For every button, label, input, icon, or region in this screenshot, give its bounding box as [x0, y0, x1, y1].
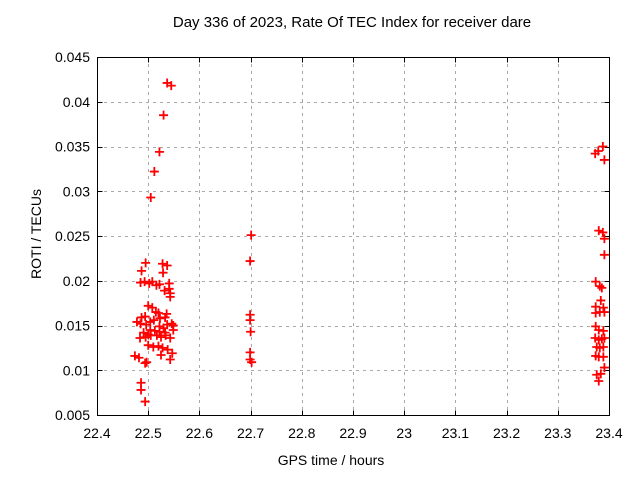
- data-point-marker: [146, 193, 156, 203]
- x-tick-label: 22.9: [339, 425, 366, 441]
- data-point-marker: [595, 343, 605, 353]
- data-point-marker: [158, 268, 168, 278]
- data-point-marker: [245, 315, 255, 325]
- data-point-marker: [247, 357, 257, 367]
- x-tick-label: 22.8: [288, 425, 315, 441]
- x-tick-label: 23.3: [544, 425, 571, 441]
- data-point-marker: [599, 234, 609, 244]
- data-point-marker: [148, 342, 158, 352]
- data-point-marker: [134, 353, 144, 363]
- data-point-marker: [140, 358, 150, 368]
- data-point-marker: [153, 308, 163, 318]
- x-tick-label: 22.4: [83, 425, 110, 441]
- x-tick-label: 22.6: [186, 425, 213, 441]
- data-point-marker: [165, 333, 175, 343]
- data-point-marker: [599, 250, 609, 260]
- data-point-marker: [149, 167, 159, 177]
- data-point-marker: [152, 330, 162, 340]
- data-point-marker: [130, 351, 140, 361]
- y-tick-label: 0.045: [55, 49, 90, 65]
- data-point-marker: [143, 340, 153, 350]
- data-point-marker: [591, 277, 601, 287]
- data-point-marker: [143, 301, 153, 311]
- data-point-marker: [156, 332, 166, 342]
- data-point-marker: [245, 256, 255, 266]
- y-tick-label: 0.035: [55, 139, 90, 155]
- data-point-marker: [599, 363, 609, 373]
- data-point-marker: [592, 370, 602, 380]
- data-point-marker: [594, 335, 604, 345]
- x-tick-label: 22.5: [135, 425, 162, 441]
- y-tick-label: 0.025: [55, 228, 90, 244]
- data-point-marker: [168, 325, 178, 335]
- data-point-marker: [164, 284, 174, 294]
- y-tick-label: 0.005: [55, 407, 90, 423]
- data-point-marker: [598, 352, 608, 362]
- data-point-marker: [135, 333, 145, 343]
- data-point-marker: [594, 226, 604, 236]
- data-point-marker: [166, 81, 176, 91]
- data-point-marker: [162, 261, 172, 271]
- data-point-marker: [140, 397, 150, 407]
- y-tick-label: 0.04: [63, 94, 90, 110]
- data-point-marker: [595, 281, 605, 291]
- data-point-marker: [161, 330, 171, 340]
- data-point-marker: [158, 259, 168, 269]
- data-point-marker: [144, 278, 154, 288]
- x-axis-label: GPS time / hours: [277, 452, 385, 468]
- x-tick-label: 22.7: [237, 425, 264, 441]
- data-point-marker: [598, 227, 608, 237]
- chart-title: Day 336 of 2023, Rate Of TEC Index for r…: [172, 14, 532, 31]
- data-point-marker: [136, 278, 146, 288]
- data-point-marker: [599, 307, 609, 317]
- data-point-marker: [163, 345, 173, 355]
- data-point-marker: [246, 230, 256, 240]
- data-point-marker: [599, 155, 609, 165]
- data-point-marker: [141, 258, 151, 268]
- x-tick-label: 23.2: [493, 425, 520, 441]
- data-point-marker: [165, 355, 175, 365]
- data-point-marker: [159, 110, 169, 120]
- y-axis-label: ROTI / TECUs: [28, 189, 44, 279]
- data-point-marker: [160, 286, 170, 296]
- data-point-marker: [598, 326, 608, 336]
- data-point-marker: [137, 312, 147, 322]
- data-point-marker: [591, 308, 601, 318]
- data-point-marker: [155, 313, 165, 323]
- data-point-marker: [167, 348, 177, 358]
- data-point-marker: [151, 280, 161, 290]
- data-point-marker: [139, 328, 149, 338]
- y-tick-label: 0.01: [63, 362, 90, 378]
- data-point-marker: [594, 376, 604, 386]
- data-point-marker: [141, 320, 151, 330]
- data-point-marker: [590, 149, 600, 159]
- data-point-marker: [246, 327, 256, 337]
- data-point-marker: [597, 283, 607, 293]
- data-point-marker: [598, 142, 608, 151]
- data-point-marker: [156, 350, 166, 360]
- y-tick-label: 0.015: [55, 318, 90, 334]
- data-point-marker: [596, 295, 606, 305]
- x-tick-label: 23.4: [595, 425, 622, 441]
- y-tick-label: 0.02: [63, 273, 90, 289]
- x-tick-label: 23.1: [442, 425, 469, 441]
- data-point-marker: [158, 343, 168, 353]
- data-point-marker: [137, 266, 147, 276]
- x-tick-label: 23: [396, 425, 412, 441]
- y-tick-label: 0.03: [63, 183, 90, 199]
- data-point-marker: [165, 292, 175, 302]
- data-point-marker: [154, 147, 164, 157]
- data-point-marker: [136, 385, 146, 395]
